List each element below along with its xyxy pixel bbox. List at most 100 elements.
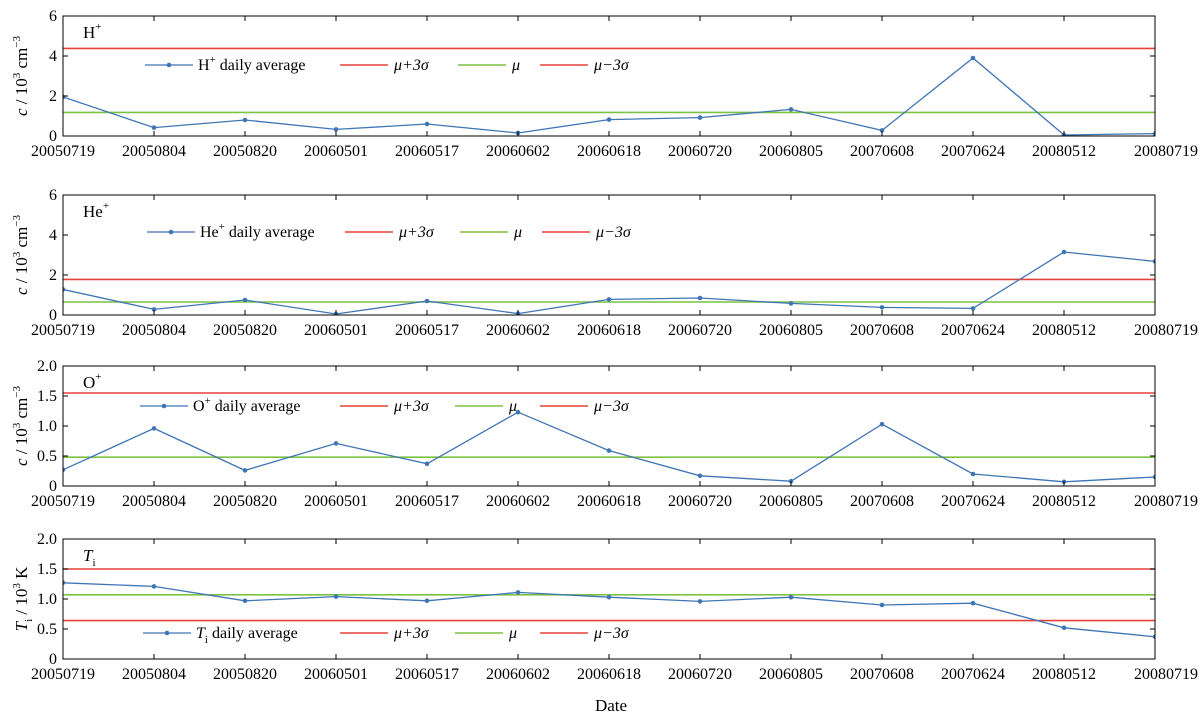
x-tick-label: 20060805 xyxy=(759,493,823,510)
y-axis-title-symbol: c xyxy=(12,287,31,295)
data-point xyxy=(1152,131,1155,136)
data-point xyxy=(970,55,976,61)
data-point xyxy=(1061,625,1067,631)
legend-series-base: T xyxy=(196,625,206,642)
legend-mean-plus-label: μ+3σ xyxy=(393,398,430,415)
y-tick-label: 0 xyxy=(49,128,57,145)
reference-lines xyxy=(63,568,1155,622)
data-point xyxy=(515,590,521,595)
data-point xyxy=(242,598,248,604)
data-point xyxy=(879,602,885,608)
panel-label-sup: + xyxy=(95,21,101,33)
x-tick-label: 20060805 xyxy=(759,666,823,683)
legend-series-label: Ti daily average xyxy=(196,625,298,646)
x-tick-label: 20060602 xyxy=(486,666,550,683)
data-point xyxy=(333,127,339,132)
data-point xyxy=(697,295,703,301)
x-tick-label: 20080719 xyxy=(1134,322,1198,339)
series-line xyxy=(63,251,1155,315)
reference-lines xyxy=(63,392,1155,459)
y-tick-label: 4 xyxy=(49,227,57,244)
axes-frame xyxy=(62,365,1156,487)
legend-series-rest: daily average xyxy=(211,398,301,415)
y-axis-title-sup: 3 xyxy=(11,251,23,257)
legend-series-base: He xyxy=(200,224,219,241)
y-tick-label: 0 xyxy=(49,307,57,324)
data-point xyxy=(788,301,794,306)
data-point xyxy=(1152,259,1155,264)
legend-mean-plus-label: μ+3σ xyxy=(393,625,430,642)
y-tick-label: 1.5 xyxy=(37,561,57,578)
legend-mean-minus-label: μ−3σ xyxy=(595,224,632,241)
panel-3: 0 0.5 1.0 1.5 2.0 20050719 20050804 20050820 200… xyxy=(11,358,1198,510)
data-point xyxy=(151,125,157,130)
legend-mean-label: μ xyxy=(511,57,520,74)
data-point xyxy=(606,297,612,302)
legend-mean-label: μ xyxy=(508,625,517,642)
y-axis-title-sup: 3 xyxy=(11,72,23,78)
x-axis-title: Date xyxy=(595,696,627,715)
y-axis-title: c / 103 cm−3 xyxy=(11,385,31,466)
x-tick-label: 20080512 xyxy=(1032,322,1096,339)
series xyxy=(63,580,1155,640)
x-tick-label: 20070624 xyxy=(941,493,1005,510)
x-tick-label: 20060720 xyxy=(668,493,732,510)
data-point xyxy=(970,600,976,606)
x-tick-label: 20060720 xyxy=(668,143,732,160)
series xyxy=(63,55,1155,136)
y-tick-label: 6 xyxy=(49,8,57,25)
panel-label: H+ xyxy=(83,21,102,42)
data-point xyxy=(879,128,885,133)
x-tick-label: 20060805 xyxy=(759,143,823,160)
x-tick-label: 20060501 xyxy=(304,666,368,683)
x-tick-label: 20060618 xyxy=(577,666,641,683)
reference-lines xyxy=(63,47,1155,114)
y-tick-label: 2.0 xyxy=(37,358,57,375)
data-point xyxy=(151,426,157,431)
data-point xyxy=(879,421,885,427)
panel-label-sup: + xyxy=(95,371,101,383)
panel-label: He+ xyxy=(83,200,109,221)
y-tick-label: 1.0 xyxy=(37,418,57,435)
y-tick-label: 0 xyxy=(49,478,57,495)
panel-label-base: O xyxy=(83,373,95,392)
series-line xyxy=(63,411,1155,483)
y-axis-title-unit-sup: −3 xyxy=(11,385,23,397)
data-point xyxy=(63,287,66,292)
x-tick-label: 20060517 xyxy=(395,143,459,160)
data-point xyxy=(697,599,703,604)
x-tick-label: 20080719 xyxy=(1134,666,1198,683)
x-tick-label: 20050804 xyxy=(122,493,186,510)
y-axis-title: c / 103 cm−3 xyxy=(11,35,31,116)
data-point xyxy=(1061,249,1067,255)
x-tick-label: 20070624 xyxy=(941,666,1005,683)
x-tick-label: 20060501 xyxy=(304,493,368,510)
x-tick-label: 20070608 xyxy=(850,666,914,683)
data-point xyxy=(970,306,976,311)
x-tick-label: 20060517 xyxy=(395,322,459,339)
data-point xyxy=(424,298,430,304)
x-tick-label: 20080512 xyxy=(1032,493,1096,510)
legend: O+ daily average μ+3σ μ μ−3σ xyxy=(140,395,630,415)
legend-series-base: O xyxy=(193,398,205,415)
x-tick-label: 20060602 xyxy=(486,143,550,160)
y-axis-title-unit: K xyxy=(12,566,31,583)
x-tick-label: 20050804 xyxy=(122,322,186,339)
legend-mean-plus-label: μ+3σ xyxy=(393,57,430,74)
x-tick-label: 20080512 xyxy=(1032,666,1096,683)
y-tick-label: 6 xyxy=(49,187,57,204)
data-point xyxy=(151,584,157,589)
panel-4: 0 0.5 1.0 1.5 2.0 20050719 20050804 20050820 200… xyxy=(11,531,1198,683)
panel-label-base: H xyxy=(83,23,95,42)
x-tick-label: 20050804 xyxy=(122,143,186,160)
legend-series-sup: + xyxy=(205,395,211,407)
legend-mean-minus-label: μ−3σ xyxy=(593,625,630,642)
x-tick-label: 20050804 xyxy=(122,666,186,683)
y-axis-title-symbol: c xyxy=(12,108,31,116)
data-point xyxy=(151,307,157,312)
y-tick-label: 2.0 xyxy=(37,531,57,548)
x-tick-label: 20050820 xyxy=(213,666,277,683)
legend-series-marker xyxy=(166,62,172,68)
x-tick-label: 20070624 xyxy=(941,322,1005,339)
data-point xyxy=(879,305,885,310)
